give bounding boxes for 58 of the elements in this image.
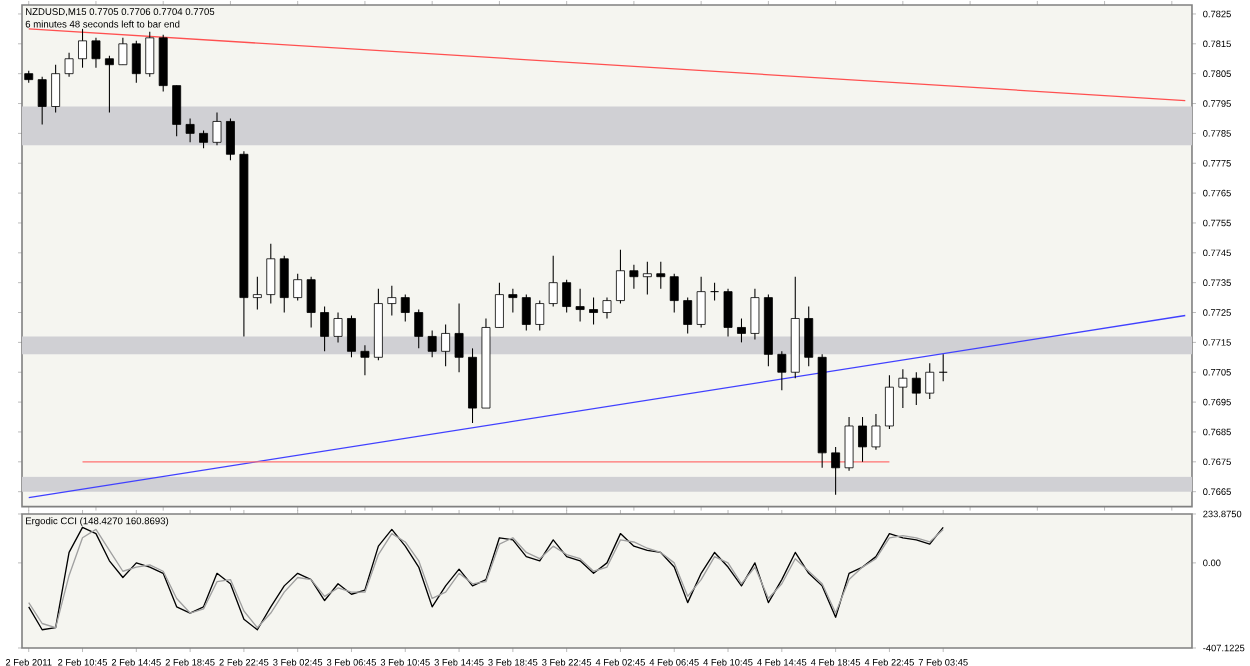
candlestick [131,40,141,84]
candlestick [293,273,303,302]
candlestick [521,294,531,331]
candlestick [360,344,370,376]
candlestick [911,371,921,406]
candlestick [656,261,666,290]
candlestick [535,300,545,331]
candlestick [400,294,410,323]
candlestick [548,255,558,308]
candlestick [804,306,814,367]
candlestick [252,276,262,311]
candlestick [616,249,625,305]
candlestick [91,37,101,69]
candlestick [844,416,854,472]
candlestick [562,279,572,314]
candlestick [777,350,787,391]
candlestick [884,374,894,430]
candlestick [454,303,464,373]
candlestick [898,368,908,409]
candlestick [414,309,424,349]
candlestick [145,31,155,78]
candlestick [64,52,74,78]
candlestick [266,243,276,305]
candlestick [642,261,652,296]
candlestick [494,282,504,328]
candlestick [279,255,289,314]
candlestick [51,64,61,114]
candlestick [508,288,518,314]
candlestick [589,297,598,326]
candlestick [858,416,867,463]
candlestick [185,117,195,143]
candlestick [750,288,760,340]
candlestick [172,85,182,137]
candlestick [212,111,222,146]
candlestick [737,317,746,343]
candlestick [871,413,881,451]
candlestick [629,264,639,290]
candlestick [226,117,235,161]
candlestick [683,297,693,334]
candlestick [427,329,437,358]
candlestick [575,288,585,323]
candlestick [320,306,330,352]
candlestick [723,288,733,337]
candlestick [118,37,128,66]
candlestick [37,76,47,125]
candlestick [104,55,114,114]
candlestick [333,311,343,343]
candlestick [831,446,841,496]
candlestick [387,285,397,317]
candlestick [306,276,316,328]
candlestick [925,362,935,400]
candlestick [347,314,356,358]
candlestick [78,28,87,69]
candlestick [696,276,706,328]
candlestick [441,323,451,367]
candlestick [602,297,612,320]
candlestick [158,34,168,93]
candlestick [669,273,679,314]
